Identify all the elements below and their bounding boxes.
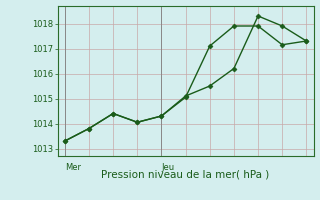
Text: Mer: Mer xyxy=(65,163,81,172)
Text: Jeu: Jeu xyxy=(162,163,175,172)
X-axis label: Pression niveau de la mer( hPa ): Pression niveau de la mer( hPa ) xyxy=(101,170,270,180)
